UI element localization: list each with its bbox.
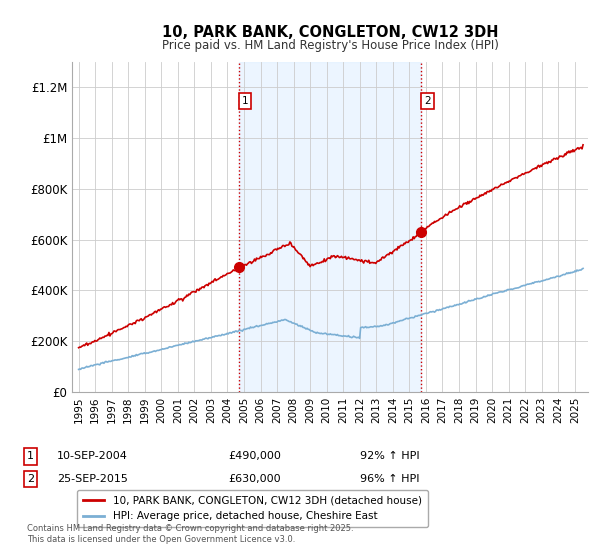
Text: 10-SEP-2004: 10-SEP-2004 xyxy=(57,451,128,461)
Text: £490,000: £490,000 xyxy=(228,451,281,461)
Text: £630,000: £630,000 xyxy=(228,474,281,484)
Text: 2: 2 xyxy=(27,474,34,484)
Text: Price paid vs. HM Land Registry's House Price Index (HPI): Price paid vs. HM Land Registry's House … xyxy=(161,39,499,52)
Legend: 10, PARK BANK, CONGLETON, CW12 3DH (detached house), HPI: Average price, detache: 10, PARK BANK, CONGLETON, CW12 3DH (deta… xyxy=(77,490,428,528)
Text: 2: 2 xyxy=(424,96,431,106)
Text: 96% ↑ HPI: 96% ↑ HPI xyxy=(360,474,419,484)
Bar xyxy=(239,62,421,392)
Text: 25-SEP-2015: 25-SEP-2015 xyxy=(57,474,128,484)
Text: 10, PARK BANK, CONGLETON, CW12 3DH: 10, PARK BANK, CONGLETON, CW12 3DH xyxy=(162,25,498,40)
Text: 1: 1 xyxy=(242,96,248,106)
Text: Contains HM Land Registry data © Crown copyright and database right 2025.
This d: Contains HM Land Registry data © Crown c… xyxy=(27,524,353,544)
Text: 92% ↑ HPI: 92% ↑ HPI xyxy=(360,451,419,461)
Text: 1: 1 xyxy=(27,451,34,461)
